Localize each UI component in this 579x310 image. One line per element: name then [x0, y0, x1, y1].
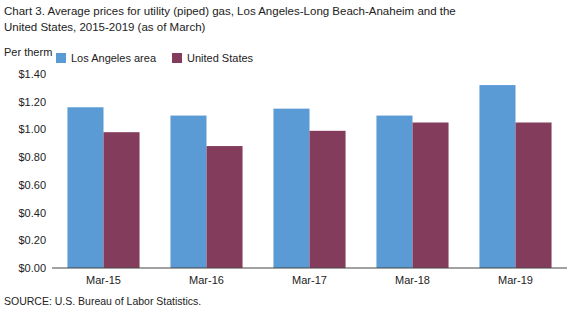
legend-item: United States [172, 52, 254, 64]
y-tick-label: $0.00 [18, 262, 46, 274]
bar [516, 123, 552, 269]
bar [376, 116, 412, 268]
bar [170, 116, 206, 268]
y-axis: $0.00 $0.20 $0.40 $0.60 $0.80 $1.00 $1.20 $1.40 [18, 68, 46, 274]
x-tick-label: Mar-17 [292, 274, 327, 286]
source: SOURCE: U.S. Bureau of Labor Statistics. [4, 295, 201, 307]
x-axis-line [52, 268, 567, 269]
legend-swatch [172, 53, 182, 63]
legend-item: Los Angeles area [56, 52, 157, 64]
y-tick-label: $1.20 [18, 96, 46, 108]
x-axis: Mar-15 Mar-16 Mar-17 Mar-18 Mar-19 [52, 268, 567, 286]
bar [310, 131, 346, 268]
x-tick-label: Mar-15 [86, 274, 121, 286]
bar [479, 85, 515, 268]
x-tick-label: Mar-16 [189, 274, 224, 286]
y-tick-label: $0.20 [18, 234, 46, 246]
bar [207, 146, 243, 268]
x-tick-label: Mar-18 [395, 274, 430, 286]
bars [67, 85, 551, 268]
chart: Chart 3. Average prices for utility (pip… [0, 0, 579, 310]
y-tick-label: $0.40 [18, 207, 46, 219]
x-tick-label: Mar-19 [498, 274, 533, 286]
y-tick-label: $0.60 [18, 179, 46, 191]
legend-label: United States [187, 52, 254, 64]
y-tick-label: $1.00 [18, 123, 46, 135]
y-tick-label: $1.40 [18, 68, 46, 80]
bar [67, 107, 103, 268]
series [67, 85, 515, 268]
bar [273, 109, 309, 268]
legend-swatch [56, 53, 66, 63]
legend-label: Los Angeles area [71, 52, 157, 64]
series [104, 123, 552, 269]
title: Chart 3. Average prices for utility (pip… [4, 5, 456, 17]
legend: Los Angeles area United States [56, 52, 254, 64]
y-axis-label: Per therm [4, 46, 52, 58]
title: United States, 2015-2019 (as of March) [4, 21, 206, 33]
bar [104, 132, 140, 268]
page: {"chart_data": {"type": "bar", "title": … [0, 0, 579, 310]
y-tick-label: $0.80 [18, 151, 46, 163]
bar [413, 123, 449, 269]
